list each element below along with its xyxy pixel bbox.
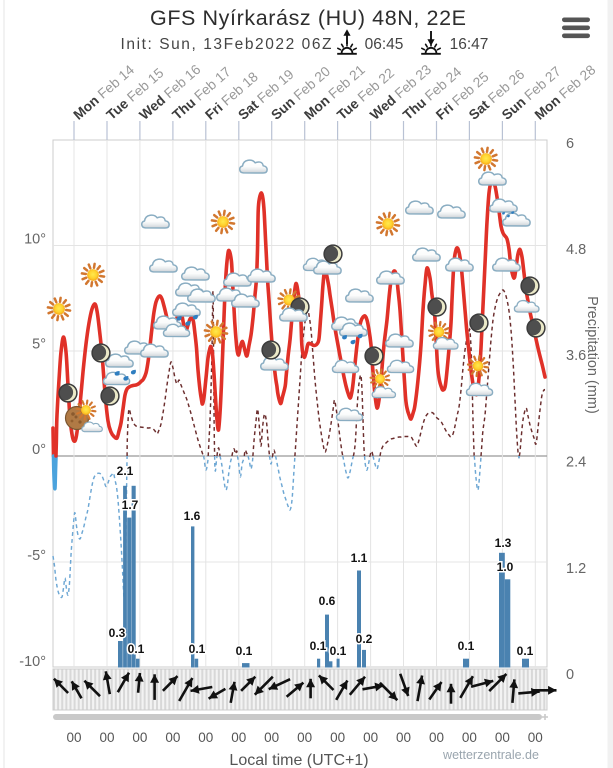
svg-text:Init: Sun, 13Feb2022 06Z: Init: Sun, 13Feb2022 06Z [121,36,332,53]
svg-text:4.8: 4.8 [566,242,586,258]
svg-text:0.1: 0.1 [236,644,253,658]
svg-text:0.6: 0.6 [319,594,336,608]
svg-text:0: 0 [566,667,574,683]
svg-text:00: 00 [528,730,543,745]
svg-text:00: 00 [297,730,312,745]
svg-text:1.3: 1.3 [495,536,512,550]
svg-text:00: 00 [264,730,279,745]
svg-text:16:47: 16:47 [450,36,489,53]
svg-text:00: 00 [495,730,510,745]
svg-text:00: 00 [99,730,114,745]
svg-text:Precipitation (mm): Precipitation (mm) [584,296,600,414]
svg-text:0.1: 0.1 [458,639,475,653]
svg-text:1.0: 1.0 [497,560,514,574]
svg-text:06:45: 06:45 [365,36,404,53]
svg-text:2.4: 2.4 [566,455,586,471]
svg-text:0.1: 0.1 [330,644,347,658]
svg-text:00: 00 [330,730,345,745]
svg-text:1.6: 1.6 [184,509,201,523]
svg-text:1.7: 1.7 [122,498,139,512]
svg-text:00: 00 [429,730,444,745]
svg-text:00: 00 [66,730,81,745]
svg-text:00: 00 [363,730,378,745]
svg-text:3.6: 3.6 [566,348,586,364]
svg-text:0.1: 0.1 [310,639,327,653]
svg-text:00: 00 [231,730,246,745]
svg-text:-5°: -5° [27,548,46,564]
svg-text:00: 00 [165,730,180,745]
svg-text:-10°: -10° [19,654,46,670]
svg-text:0.1: 0.1 [517,644,534,658]
svg-text:10°: 10° [24,232,46,248]
svg-text:1.1: 1.1 [351,551,368,565]
svg-text:2.1: 2.1 [117,464,134,478]
svg-text:5°: 5° [32,337,46,353]
svg-text:0°: 0° [32,442,46,458]
svg-text:GFS Nyírkarász (HU) 48N, 22E: GFS Nyírkarász (HU) 48N, 22E [150,6,466,30]
svg-text:0.3: 0.3 [109,626,126,640]
svg-text:00: 00 [198,730,213,745]
svg-text:00: 00 [396,730,411,745]
svg-text:Local time (UTC+1): Local time (UTC+1) [229,752,368,768]
svg-text:0.1: 0.1 [189,642,206,656]
svg-text:wetterzentrale.de: wetterzentrale.de [442,748,539,762]
svg-text:6: 6 [566,136,574,152]
svg-text:00: 00 [132,730,147,745]
svg-text:0.1: 0.1 [128,642,145,656]
svg-text:1.2: 1.2 [566,561,586,577]
svg-text:00: 00 [462,730,477,745]
svg-text:0.2: 0.2 [356,632,373,646]
